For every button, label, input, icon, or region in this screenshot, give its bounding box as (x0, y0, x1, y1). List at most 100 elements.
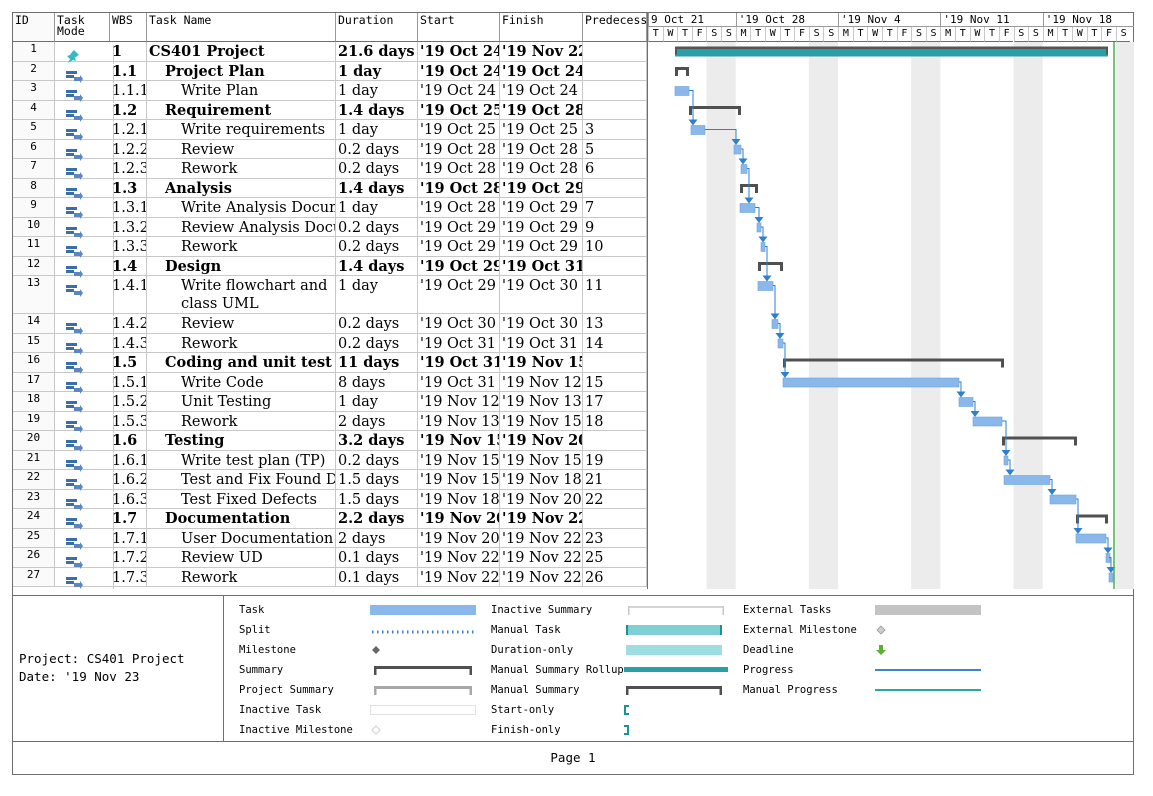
wbs-cell[interactable]: 1.5 (110, 353, 147, 372)
table-row[interactable]: 25 1.7.1 User Documentation 2 days '19 Nov 2… (13, 528, 647, 550)
id-cell[interactable]: 26 (13, 548, 55, 567)
mode-cell[interactable] (59, 240, 114, 259)
start-cell[interactable]: '19 Oct 28 (420, 178, 500, 197)
start-cell[interactable]: '19 Oct 29 (418, 217, 500, 236)
wbs-cell[interactable]: 1.4.2 (112, 314, 147, 333)
id-cell[interactable]: 8 (13, 178, 55, 197)
mode-cell[interactable] (59, 103, 114, 122)
wbs-cell[interactable]: 1.2 (110, 100, 147, 119)
pred-cell[interactable]: 23 (583, 528, 647, 547)
wbs-cell[interactable]: 1.3 (110, 178, 147, 197)
pred-cell[interactable]: 17 (583, 392, 647, 411)
mode-cell[interactable] (59, 531, 114, 550)
wbs-cell[interactable]: 1.7.1 (112, 528, 147, 547)
finish-cell[interactable]: '19 Oct 25 (500, 120, 583, 139)
header-duration[interactable]: Duration (336, 13, 418, 42)
duration-cell[interactable]: 1 day (336, 61, 418, 80)
mode-cell[interactable] (59, 317, 114, 336)
mode-cell[interactable] (59, 551, 114, 570)
mode-cell[interactable] (59, 123, 114, 142)
mode-cell[interactable] (59, 142, 114, 161)
wbs-cell[interactable]: 1.4.1 (110, 276, 147, 313)
task-name-cell[interactable]: Review (147, 139, 336, 158)
finish-cell[interactable]: '19 Oct 24 (500, 81, 583, 100)
table-row[interactable]: 8 1.3 Analysis 1.4 days '19 Oct 28'19 Oct 29 (13, 178, 647, 200)
table-row[interactable]: 11 1.3.3 Rework 0.2 days '19 Oct 29'19 Oct 2… (13, 237, 647, 259)
mode-cell[interactable] (59, 259, 114, 278)
id-cell[interactable]: 14 (13, 314, 55, 333)
pred-cell[interactable]: 9 (583, 217, 647, 236)
id-cell[interactable]: 17 (13, 372, 55, 391)
start-cell[interactable]: '19 Nov 12 (420, 392, 500, 411)
duration-cell[interactable]: 0.1 days (336, 548, 418, 567)
table-row[interactable]: 18 1.5.2 Unit Testing 1 day '19 Nov 12'19 No… (13, 392, 647, 414)
id-cell[interactable]: 27 (13, 567, 55, 586)
id-cell[interactable]: 16 (13, 353, 55, 372)
pred-cell[interactable]: 5 (583, 139, 647, 158)
pred-cell[interactable]: 3 (583, 120, 647, 139)
finish-cell[interactable]: '19 Oct 30 (500, 276, 583, 313)
table-row[interactable]: 21 1.6.1 Write test plan (TP) 0.2 days '19 N… (13, 450, 647, 472)
table-row[interactable]: 2 1.1 Project Plan 1 day '19 Oct 24'19 Oct 2… (13, 61, 647, 83)
task-name-cell[interactable]: Project Plan (147, 61, 336, 80)
id-cell[interactable]: 2 (13, 61, 55, 80)
finish-cell[interactable]: '19 Oct 28 (502, 100, 583, 119)
wbs-cell[interactable]: 1.5.2 (112, 392, 147, 411)
duration-cell[interactable]: 0.2 days (336, 314, 418, 333)
duration-cell[interactable]: 2 days (336, 528, 418, 547)
pred-cell[interactable]: 6 (583, 159, 647, 178)
finish-cell[interactable]: '19 Nov 20 (502, 489, 583, 508)
start-cell[interactable]: '19 Nov 20 (420, 509, 500, 528)
task-name-cell[interactable]: Rework (147, 567, 336, 586)
finish-cell[interactable]: '19 Nov 15 (502, 411, 583, 430)
start-cell[interactable]: '19 Oct 31 (420, 353, 500, 372)
start-cell[interactable]: '19 Nov 13 (420, 411, 500, 430)
finish-cell[interactable]: '19 Oct 28 (500, 159, 583, 178)
mode-cell[interactable] (59, 375, 114, 394)
table-row[interactable]: 23 1.6.3 Test Fixed Defects 1.5 days '19 Nov… (13, 489, 647, 511)
pred-cell[interactable]: 21 (583, 470, 647, 489)
wbs-cell[interactable]: 1.1 (110, 61, 147, 80)
pred-cell[interactable]: 19 (583, 450, 647, 469)
table-row[interactable]: 15 1.4.3 Rework 0.2 days '19 Oct 31'19 Oct 3… (13, 333, 647, 355)
mode-cell[interactable] (59, 453, 114, 472)
start-cell[interactable]: '19 Oct 25 (420, 100, 500, 119)
task-name-cell[interactable]: Review Analysis Docu (147, 217, 336, 236)
wbs-cell[interactable]: 1.6 (110, 431, 147, 450)
id-cell[interactable]: 24 (13, 509, 55, 528)
start-cell[interactable]: '19 Oct 30 (418, 314, 500, 333)
start-cell[interactable]: '19 Nov 22 (420, 548, 500, 567)
mode-cell[interactable] (59, 162, 114, 181)
duration-cell[interactable]: 8 days (336, 372, 418, 391)
finish-cell[interactable]: '19 Nov 13 (502, 392, 583, 411)
pred-cell[interactable]: 26 (583, 567, 647, 586)
finish-cell[interactable]: '19 Oct 29 (500, 198, 583, 217)
task-name-cell[interactable]: Rework (147, 159, 336, 178)
pred-cell[interactable] (583, 178, 647, 197)
table-row[interactable]: 3 1.1.1 Write Plan 1 day '19 Oct 24'19 Oct 2… (13, 81, 647, 103)
duration-cell[interactable]: 0.2 days (336, 333, 418, 352)
finish-cell[interactable]: '19 Oct 31 (502, 256, 583, 275)
id-cell[interactable]: 25 (13, 528, 55, 547)
finish-cell[interactable]: '19 Nov 22 (502, 42, 583, 61)
pred-cell[interactable]: 15 (583, 372, 647, 391)
start-cell[interactable]: '19 Oct 24 (418, 81, 500, 100)
header-name[interactable]: Task Name (147, 13, 336, 42)
task-name-cell[interactable]: Test and Fix Found De (147, 470, 336, 489)
task-name-cell[interactable]: Write flowchart and class UML (147, 276, 336, 313)
task-name-cell[interactable]: CS401 Project (147, 42, 336, 61)
finish-cell[interactable]: '19 Nov 15 (502, 353, 583, 372)
finish-cell[interactable]: '19 Nov 18 (502, 470, 583, 489)
wbs-cell[interactable]: 1.4 (110, 256, 147, 275)
id-cell[interactable]: 20 (13, 431, 55, 450)
mode-cell[interactable] (59, 414, 114, 433)
pred-cell[interactable]: 25 (583, 548, 647, 567)
finish-cell[interactable]: '19 Nov 22 (502, 509, 583, 528)
table-row[interactable]: 17 1.5.1 Write Code 8 days '19 Oct 31'19 Nov… (13, 372, 647, 394)
start-cell[interactable]: '19 Oct 29 (420, 256, 500, 275)
wbs-cell[interactable]: 1.6.3 (112, 489, 147, 508)
duration-cell[interactable]: 1.4 days (336, 256, 418, 275)
wbs-cell[interactable]: 1.2.2 (112, 139, 147, 158)
mode-cell[interactable] (59, 220, 114, 239)
finish-cell[interactable]: '19 Oct 31 (500, 333, 583, 352)
